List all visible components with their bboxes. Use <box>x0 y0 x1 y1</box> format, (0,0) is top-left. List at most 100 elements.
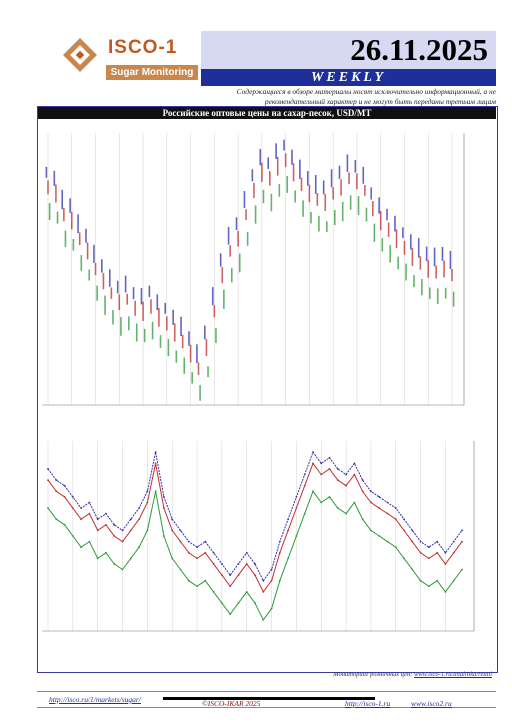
chart2-point <box>105 523 107 526</box>
chart2-point <box>444 563 447 565</box>
chart2-point <box>237 602 240 604</box>
chart2-point <box>163 495 165 498</box>
chart2-point <box>154 451 157 454</box>
chart2-point <box>287 518 290 521</box>
chart2-point <box>196 557 198 560</box>
chart2-point <box>71 495 74 498</box>
footer-site2-link[interactable]: www.isco2.ru <box>411 699 452 708</box>
chart2-point <box>237 563 240 565</box>
chart2-point <box>187 540 190 543</box>
chart2-point <box>187 579 190 582</box>
date-banner: 26.11.2025 <box>201 31 496 69</box>
chart-title: Российские оптовые цены на сахар-песок, … <box>162 108 372 118</box>
chart2-point <box>212 551 215 554</box>
chart2-point <box>179 568 182 571</box>
chart2-point <box>427 557 430 560</box>
chart2-point <box>88 501 91 504</box>
chart2-point <box>71 507 74 509</box>
chart2-point <box>146 501 149 504</box>
chart2-point <box>353 473 356 476</box>
chart2-point <box>403 518 405 521</box>
chart2-point <box>328 468 331 470</box>
chart2-point <box>394 507 397 509</box>
chart2-point <box>55 490 58 493</box>
chart2-point <box>378 507 381 509</box>
chart2-point <box>262 618 265 621</box>
chart2-point <box>328 495 331 498</box>
footer-site1-link[interactable]: http://isco-1.ru <box>345 699 391 708</box>
chart2-point <box>171 557 174 560</box>
chart2-point <box>419 579 422 582</box>
chart2-point <box>47 479 49 482</box>
chart2-point <box>386 540 389 543</box>
chart2-point <box>55 518 58 521</box>
chart2-point <box>113 535 116 537</box>
chart2-point <box>461 568 463 571</box>
chart2-point <box>452 551 455 554</box>
chart2-point <box>378 495 381 498</box>
chart2-point <box>121 568 124 571</box>
chart2-point <box>229 613 232 616</box>
chart2-background <box>38 423 496 643</box>
report-date: 26.11.2025 <box>350 32 488 67</box>
chart2-point <box>436 540 439 543</box>
chart2-point <box>63 495 66 498</box>
chart2-point <box>312 490 314 493</box>
chart2-point <box>96 518 99 521</box>
chart2-point <box>121 529 124 532</box>
chart2-point <box>138 518 140 521</box>
chart2-point <box>80 518 83 521</box>
chart2-point <box>444 551 447 554</box>
chart2-point <box>287 529 290 532</box>
chart2-point <box>88 540 91 543</box>
chart2-point <box>461 529 463 532</box>
chart2-point <box>394 518 397 521</box>
chart2-point <box>370 501 372 504</box>
chart2-point <box>452 579 455 582</box>
chart2-point <box>361 479 364 482</box>
chart2-point <box>452 540 455 543</box>
candlestick-chart <box>38 119 496 423</box>
chart2-point <box>419 540 422 543</box>
footer-copyright: ©ISCO-IKAR 2025 <box>202 699 261 708</box>
chart2-point <box>295 495 298 498</box>
chart2-point <box>278 540 281 543</box>
chart2-point <box>105 551 107 554</box>
logo: ISCO-1 Sugar Monitoring <box>56 31 200 85</box>
chart2-point <box>113 563 116 565</box>
chart2-point <box>262 579 265 582</box>
logo-name: ISCO-1 <box>108 37 178 58</box>
chart2-point <box>171 529 174 532</box>
chart2-point <box>403 529 405 532</box>
chart2-point <box>444 590 447 593</box>
chart2-point <box>254 563 256 565</box>
chart2-point <box>121 540 124 543</box>
footer-note-link[interactable]: www.isco-1.ru/analitika/retail <box>414 671 492 678</box>
chart2-point <box>212 563 215 565</box>
chart2-point <box>113 523 116 526</box>
logo-diamond-icon <box>63 38 97 72</box>
chart2-point <box>270 607 273 610</box>
chart2-point <box>270 579 273 582</box>
footer-url-link[interactable]: http://isco.ru/1/markets/sugar/ <box>49 695 141 704</box>
chart2-point <box>212 590 215 593</box>
chart2-point <box>204 579 207 582</box>
chart2-point <box>146 490 149 493</box>
chart2-point <box>411 540 414 543</box>
chart2-point <box>80 546 83 549</box>
chart2-point <box>163 507 165 509</box>
chart2-point <box>436 579 439 582</box>
chart2-point <box>154 462 157 465</box>
chart2-point <box>220 563 223 565</box>
chart2-point <box>312 451 314 454</box>
chart2-point <box>55 479 58 482</box>
chart-title-bar: Российские оптовые цены на сахар-песок, … <box>38 107 496 119</box>
chart2-point <box>336 479 339 482</box>
chart2-point <box>71 535 74 537</box>
footer-divider <box>163 697 375 700</box>
chart2-point <box>295 535 298 537</box>
chart2-point <box>220 602 223 604</box>
chart2-point <box>63 523 66 526</box>
chart2-point <box>361 518 364 521</box>
chart2-point <box>345 473 347 476</box>
